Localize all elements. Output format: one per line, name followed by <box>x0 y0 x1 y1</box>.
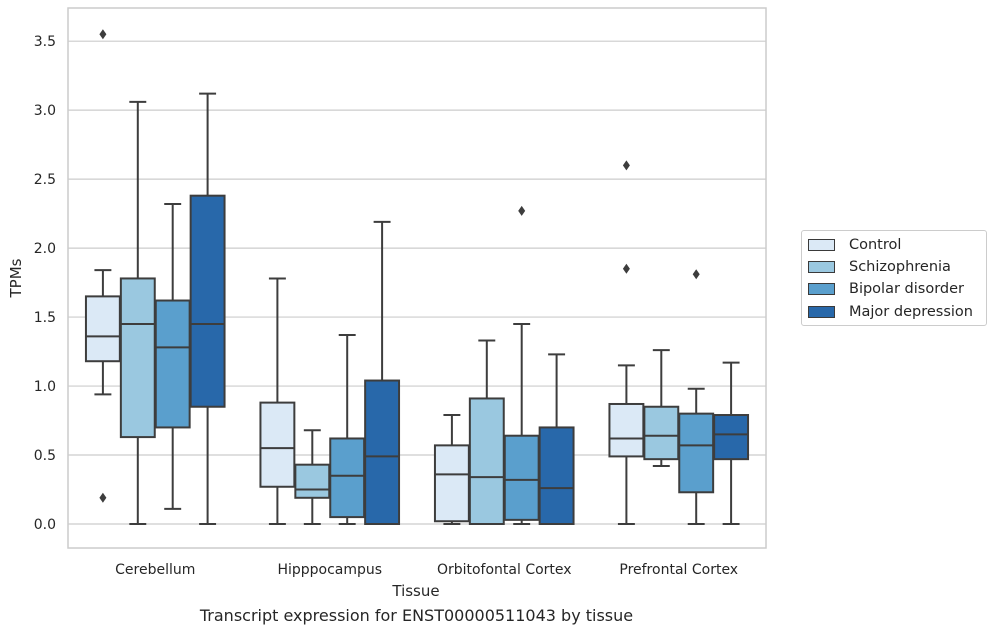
box-rect <box>294 463 331 499</box>
box-1-1 <box>294 429 331 525</box>
outlier-point <box>622 263 630 274</box>
box-rect <box>189 194 226 408</box>
legend-label-bipolar-disorder: Bipolar disorder <box>849 281 964 297</box>
legend-item-bipolar-disorder: Bipolar disorder <box>808 278 964 300</box>
box-rect <box>329 437 366 519</box>
x-tick-label: Orbitofontal Cortex <box>437 562 572 578</box>
box-1-2 <box>329 334 366 525</box>
box-rect <box>678 412 715 494</box>
box-group <box>84 29 750 526</box>
y-tick-label: 3.5 <box>34 34 56 50</box>
legend-item-schizophrenia: Schizophrenia <box>808 256 951 278</box>
x-axis-label: Tissue <box>391 582 439 600</box>
y-tick-label: 2.5 <box>34 172 56 188</box>
legend-label-control: Control <box>849 237 902 253</box>
outlier-point <box>99 29 107 40</box>
box-0-3 <box>189 92 226 525</box>
box-3-2 <box>678 269 715 525</box>
box-3-3 <box>713 361 750 525</box>
legend-item-control: Control <box>808 234 901 256</box>
box-rect <box>259 401 296 488</box>
y-tick-label: 1.0 <box>34 379 56 395</box>
legend-swatch-major-depression <box>808 306 835 318</box>
box-rect <box>503 434 540 521</box>
box-2-3 <box>538 353 575 525</box>
box-rect <box>433 444 470 523</box>
box-rect <box>364 379 401 526</box>
box-1-0 <box>259 277 296 525</box>
box-0-1 <box>119 100 156 525</box>
legend: Control Schizophrenia Bipolar disorder M… <box>801 230 987 326</box>
box-rect <box>154 299 191 429</box>
box-rect <box>608 402 645 458</box>
legend-label-major-depression: Major depression <box>849 304 973 320</box>
x-tick-label: Cerebellum <box>115 562 195 578</box>
legend-swatch-control <box>808 239 835 251</box>
box-2-1 <box>468 339 505 526</box>
x-axis-ticks: Cerebellum Hipppocampus Orbitofontal Corte… <box>115 562 738 578</box>
y-tick-label: 2.0 <box>34 241 56 257</box>
legend-swatch-bipolar-disorder <box>808 283 835 295</box>
box-rect <box>468 397 505 526</box>
outlier-point <box>692 269 700 280</box>
box-rect <box>643 405 680 461</box>
y-tick-label: 1.5 <box>34 310 56 326</box>
box-rect <box>713 414 750 461</box>
chart-caption: Transcript expression for ENST0000051104… <box>199 606 634 625</box>
box-3-1 <box>643 349 680 468</box>
box-0-2 <box>154 202 191 510</box>
legend-item-major-depression: Major depression <box>808 301 973 323</box>
box-0-0 <box>84 29 121 503</box>
y-axis-ticks: 0.0 0.5 1.0 1.5 2.0 2.5 3.0 3.5 <box>34 34 56 533</box>
outlier-point <box>518 205 526 216</box>
box-rect <box>119 277 156 439</box>
x-tick-label: Prefrontal Cortex <box>619 562 738 578</box>
legend-swatch-schizophrenia <box>808 261 835 273</box>
x-tick-label: Hipppocampus <box>277 562 382 578</box>
box-1-3 <box>364 220 401 526</box>
y-tick-label: 3.0 <box>34 103 56 119</box>
y-axis-label: TPMs <box>7 258 25 298</box>
plot-frame <box>67 7 767 549</box>
y-tick-label: 0.0 <box>34 517 56 533</box>
box-2-2 <box>503 205 540 525</box>
y-tick-label: 0.5 <box>34 448 56 464</box>
box-2-0 <box>433 414 470 525</box>
box-rect <box>84 295 121 363</box>
box-rect <box>538 426 575 525</box>
legend-label-schizophrenia: Schizophrenia <box>849 259 951 275</box>
outlier-point <box>622 160 630 171</box>
outlier-point <box>99 492 107 503</box>
